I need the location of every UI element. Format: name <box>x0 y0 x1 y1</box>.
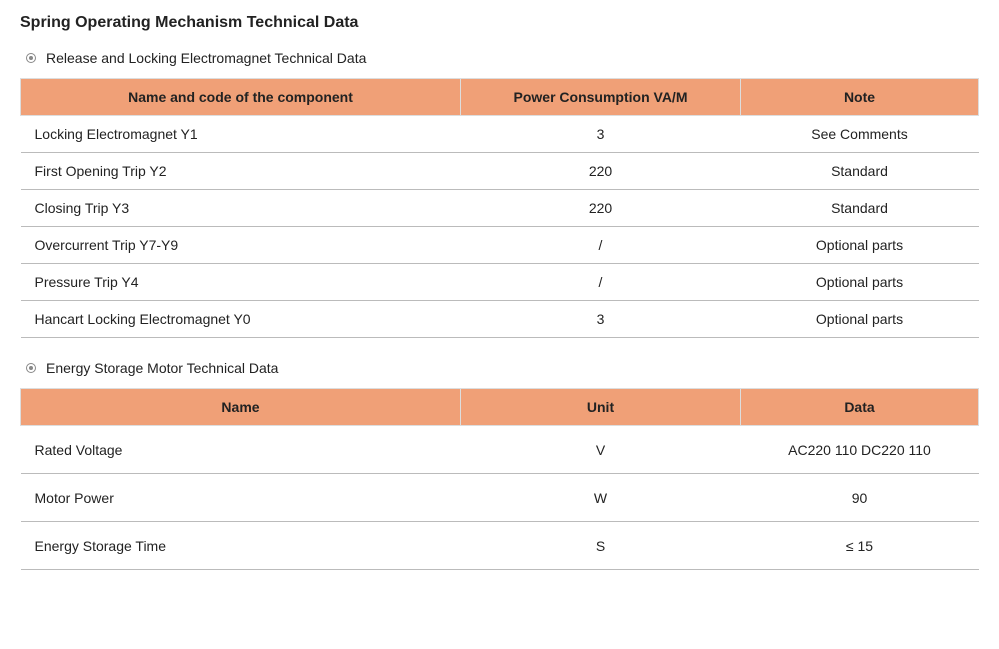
cell-name: Pressure Trip Y4 <box>21 264 461 301</box>
col-unit: Unit <box>461 389 741 426</box>
table-header-row: Name and code of the component Power Con… <box>21 79 979 116</box>
cell-data: AC220 110 DC220 110 <box>741 426 979 474</box>
cell-unit: W <box>461 474 741 522</box>
col-power: Power Consumption VA/M <box>461 79 741 116</box>
bullet-icon <box>26 53 36 63</box>
table-row: Hancart Locking Electromagnet Y0 3 Optio… <box>21 301 979 338</box>
motor-table: Name Unit Data Rated Voltage V AC220 110… <box>20 388 979 570</box>
table-row: Pressure Trip Y4 / Optional parts <box>21 264 979 301</box>
cell-name: Motor Power <box>21 474 461 522</box>
section1-title: Release and Locking Electromagnet Techni… <box>46 50 366 66</box>
electromagnet-table: Name and code of the component Power Con… <box>20 78 979 338</box>
cell-power: 220 <box>461 190 741 227</box>
cell-power: / <box>461 227 741 264</box>
col-note: Note <box>741 79 979 116</box>
cell-note: Standard <box>741 190 979 227</box>
table-row: Locking Electromagnet Y1 3 See Comments <box>21 116 979 153</box>
cell-data: 90 <box>741 474 979 522</box>
cell-unit: V <box>461 426 741 474</box>
table-row: Motor Power W 90 <box>21 474 979 522</box>
section2-title-row: Energy Storage Motor Technical Data <box>26 360 979 376</box>
cell-note: Standard <box>741 153 979 190</box>
cell-name: First Opening Trip Y2 <box>21 153 461 190</box>
cell-name: Overcurrent Trip Y7-Y9 <box>21 227 461 264</box>
table-header-row: Name Unit Data <box>21 389 979 426</box>
cell-name: Closing Trip Y3 <box>21 190 461 227</box>
bullet-icon <box>26 363 36 373</box>
cell-note: See Comments <box>741 116 979 153</box>
col-name: Name <box>21 389 461 426</box>
table-row: Overcurrent Trip Y7-Y9 / Optional parts <box>21 227 979 264</box>
cell-name: Rated Voltage <box>21 426 461 474</box>
table-row: First Opening Trip Y2 220 Standard <box>21 153 979 190</box>
table-row: Rated Voltage V AC220 110 DC220 110 <box>21 426 979 474</box>
col-data: Data <box>741 389 979 426</box>
section1-title-row: Release and Locking Electromagnet Techni… <box>26 50 979 66</box>
cell-power: 3 <box>461 301 741 338</box>
table-row: Energy Storage Time S ≤ 15 <box>21 522 979 570</box>
cell-power: 3 <box>461 116 741 153</box>
cell-data: ≤ 15 <box>741 522 979 570</box>
cell-unit: S <box>461 522 741 570</box>
cell-power: 220 <box>461 153 741 190</box>
cell-name: Hancart Locking Electromagnet Y0 <box>21 301 461 338</box>
table-row: Closing Trip Y3 220 Standard <box>21 190 979 227</box>
cell-name: Energy Storage Time <box>21 522 461 570</box>
cell-note: Optional parts <box>741 301 979 338</box>
page-title: Spring Operating Mechanism Technical Dat… <box>20 14 979 32</box>
cell-note: Optional parts <box>741 264 979 301</box>
cell-name: Locking Electromagnet Y1 <box>21 116 461 153</box>
cell-note: Optional parts <box>741 227 979 264</box>
col-name: Name and code of the component <box>21 79 461 116</box>
cell-power: / <box>461 264 741 301</box>
section2-title: Energy Storage Motor Technical Data <box>46 360 278 376</box>
